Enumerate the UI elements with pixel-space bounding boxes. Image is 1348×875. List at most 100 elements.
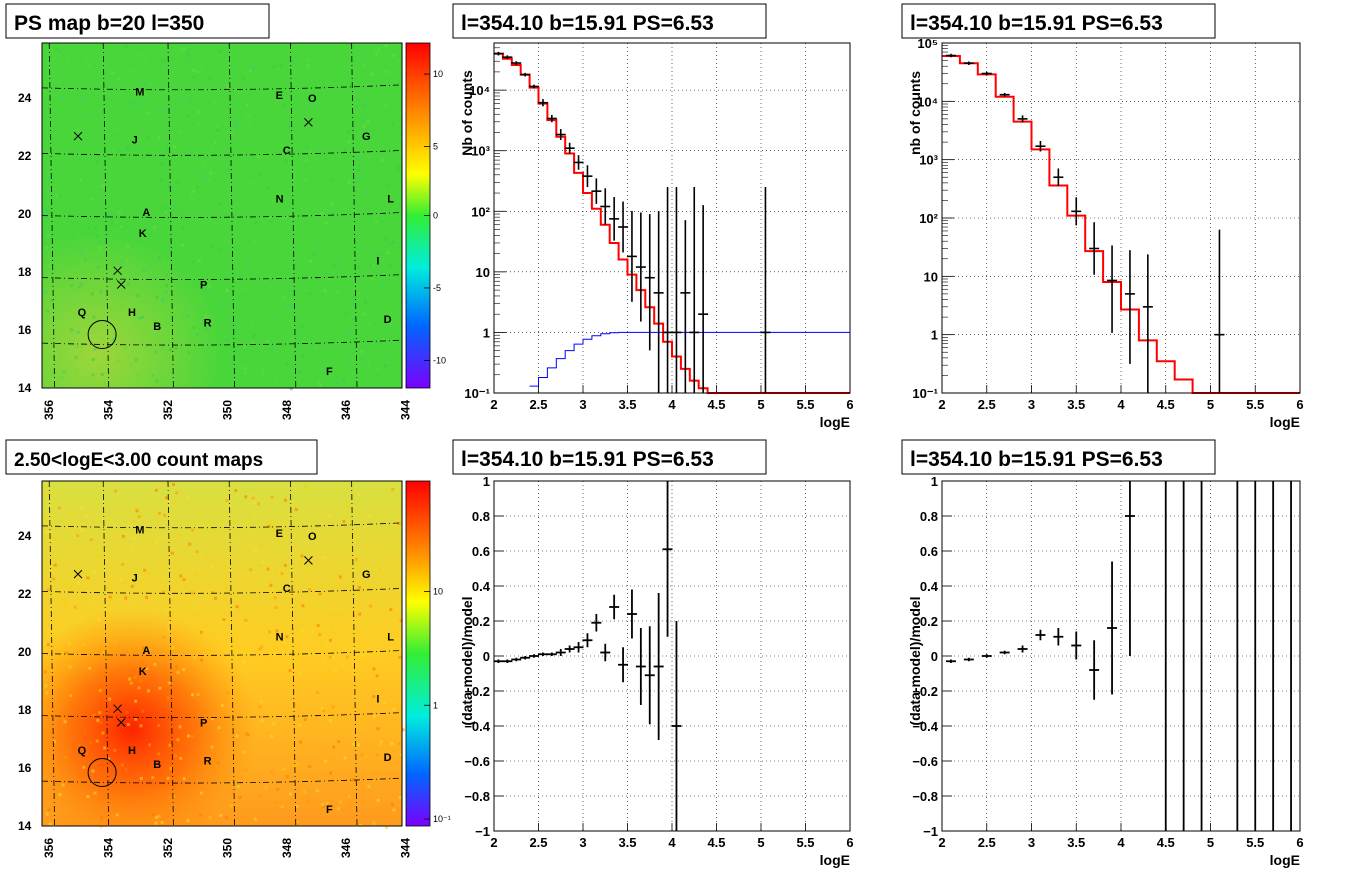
map_top-pixel: [300, 325, 304, 329]
map_top-pixel: [165, 284, 169, 288]
map_top-pixel: [138, 316, 142, 320]
map_bottom-pixel: [258, 795, 262, 798]
map_top-pixel: [180, 314, 184, 318]
map_bottom-pixel: [62, 717, 66, 721]
map_bottom-pixel: [176, 738, 180, 742]
map_bottom-pixel: [154, 540, 158, 544]
map_bottom-pixel: [68, 665, 72, 669]
map_top-pixel: [308, 150, 312, 154]
plot-frame: [493, 42, 851, 394]
map_bottom-pixel: [134, 717, 138, 721]
map_bottom-pixel: [115, 813, 119, 817]
map_bottom-pixel: [52, 740, 56, 744]
map_top-pixel: [302, 151, 306, 155]
map_top-pixel: [388, 264, 392, 267]
map_top-pixel: [374, 349, 378, 353]
map_top-pixel: [99, 240, 103, 244]
map-top-title-box: [5, 3, 270, 39]
map_bottom-pixel: [58, 506, 62, 510]
source-label: B: [153, 321, 161, 333]
source-label: K: [139, 228, 147, 240]
map_top-pixel: [52, 113, 56, 117]
map_bottom-pixel: [383, 701, 387, 705]
map_bottom-pixel: [397, 604, 401, 608]
map_top-pixel: [70, 284, 74, 288]
map_bottom-pixel: [361, 653, 365, 657]
y-tick-label: 0.8: [472, 509, 490, 524]
y-tick-label: −0.2: [464, 684, 490, 699]
spectrum-title-box: [901, 3, 1216, 39]
map_top-pixel: [366, 116, 370, 120]
map_top-pixel: [292, 61, 296, 65]
map_bottom-pixel: [226, 563, 230, 567]
map_bottom-pixel: [398, 655, 402, 659]
map_top-pixel: [134, 358, 138, 362]
map_top-pixel: [174, 346, 178, 350]
map_top-pixel: [317, 244, 321, 248]
y-tick-label: 24: [18, 91, 32, 105]
map_bottom-pixel: [178, 725, 182, 729]
map_bottom-pixel: [342, 519, 346, 523]
spectrum-title: l=354.10 b=15.91 PS=6.53: [910, 448, 1163, 471]
map_bottom-pixel: [145, 596, 149, 599]
source-label: Q: [78, 307, 87, 319]
map_bottom-pixel: [316, 624, 320, 627]
map_bottom-pixel: [188, 542, 192, 546]
map_top-pixel: [196, 333, 199, 337]
y-tick-label: −0.6: [464, 754, 490, 769]
map_top-pixel: [321, 134, 325, 138]
map_top-pixel: [326, 230, 330, 234]
y-tick-label: −0.2: [912, 684, 938, 699]
map_bottom-pixel: [83, 643, 87, 647]
map_bottom-pixel: [211, 717, 214, 721]
map_bottom-pixel: [103, 746, 107, 750]
map_top-pixel: [51, 353, 55, 357]
map_bottom-pixel: [168, 621, 172, 625]
map_bottom-pixel: [205, 555, 208, 559]
map_bottom-pixel: [343, 756, 347, 760]
map_bottom-longitude-line: [351, 480, 358, 827]
map_top-pixel: [361, 118, 365, 122]
map_top-pixel: [189, 99, 193, 103]
map_bottom-pixel: [354, 531, 358, 534]
map_top-pixel: [356, 98, 360, 101]
map_top-pixel: [157, 136, 161, 140]
map_top-pixel: [207, 238, 211, 242]
map_bottom-pixel: [295, 820, 299, 824]
y-tick-label: 0: [931, 649, 938, 664]
map_top-pixel: [361, 312, 365, 316]
map_top-pixel: [396, 167, 400, 171]
map_top-pixel: [312, 253, 316, 257]
map_top-pixel: [151, 373, 155, 377]
source-label: D: [384, 314, 392, 326]
map_bottom-pixel: [338, 807, 342, 811]
map_bottom-longitude-line: [228, 480, 235, 827]
map_bottom-pixel: [139, 724, 143, 728]
map_top-pixel: [241, 287, 245, 291]
map_bottom-pixel: [190, 591, 194, 595]
map_top-pixel: [229, 258, 233, 262]
x-tick-label: 5: [1207, 835, 1214, 850]
map_bottom-pixel: [124, 768, 128, 772]
map_top-pixel: [67, 59, 70, 63]
map_top-pixel: [204, 314, 208, 318]
map_top-pixel: [246, 264, 250, 267]
map_bottom-pixel: [285, 635, 289, 639]
source-cross-marker: [304, 555, 313, 565]
map_top-pixel: [84, 60, 88, 63]
map_top-pixel: [91, 197, 95, 201]
map_bottom-pixel: [69, 694, 73, 698]
map_bottom-pixel: [283, 641, 287, 645]
source-label: O: [308, 531, 317, 543]
map_bottom-pixel: [385, 825, 389, 829]
map_top-pixel: [76, 128, 80, 132]
map_top-pixel: [377, 373, 380, 377]
map_top-pixel: [320, 211, 324, 215]
x-axis-label: logE: [1270, 414, 1300, 430]
x-tick-label: 4.5: [1157, 835, 1175, 850]
map_top-pixel: [336, 290, 340, 294]
map_bottom-pixel: [248, 533, 252, 537]
map_top-pixel: [77, 285, 81, 289]
map_bottom-pixel: [79, 616, 83, 620]
map_bottom-pixel: [47, 808, 51, 812]
